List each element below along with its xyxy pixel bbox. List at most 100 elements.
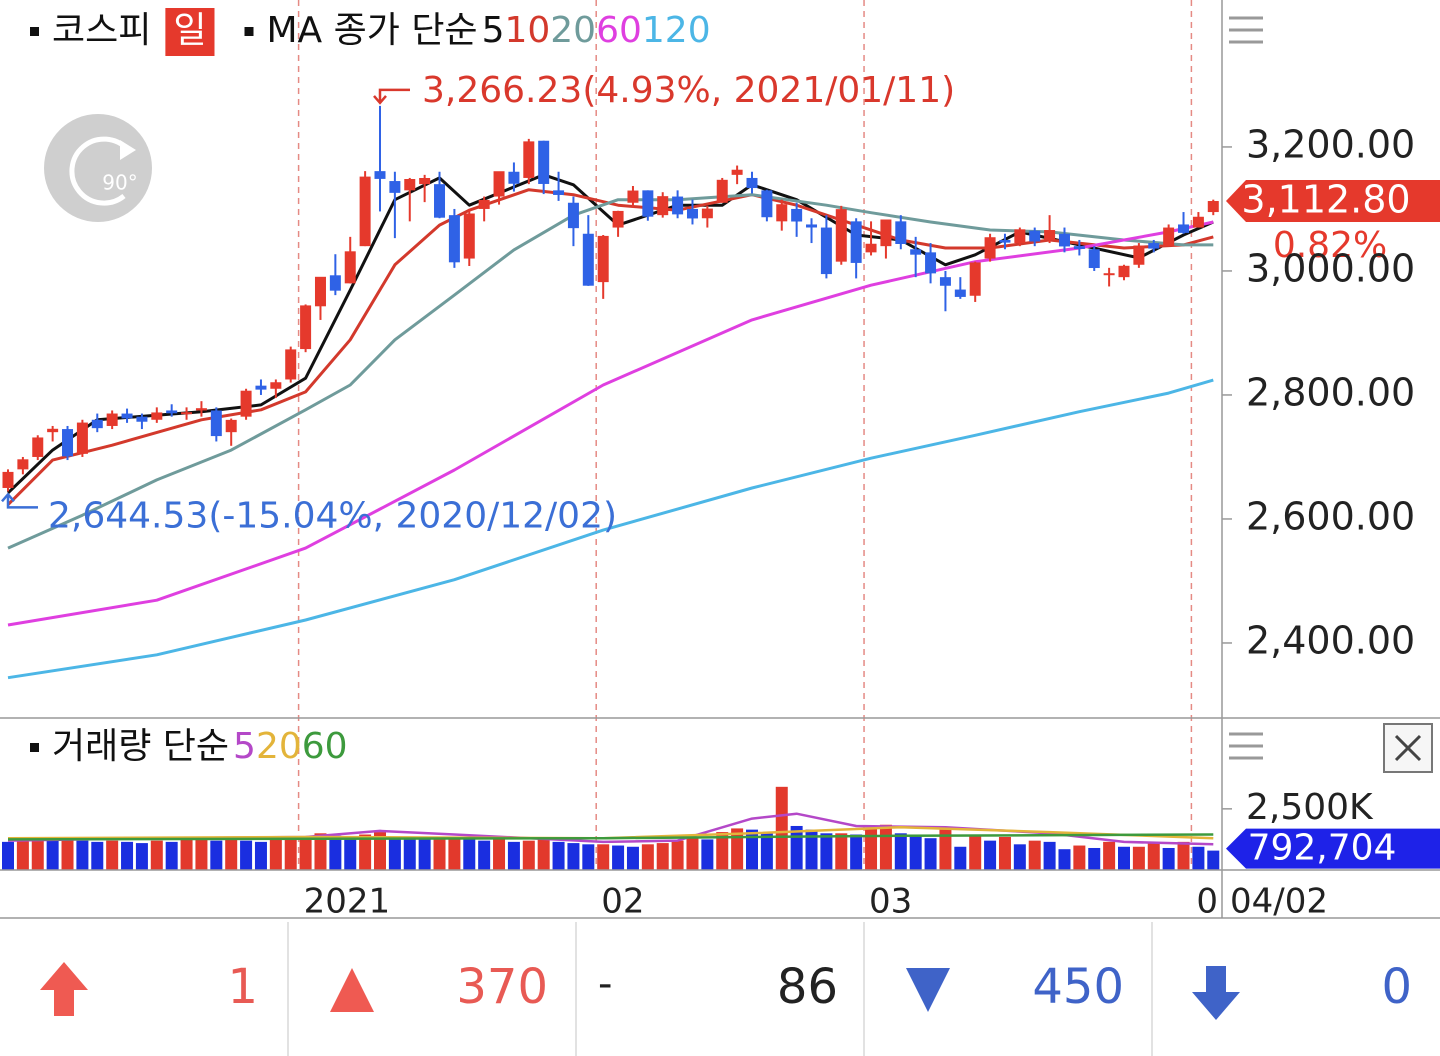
candle-body — [285, 349, 297, 380]
volume-bar — [1073, 845, 1086, 870]
candle-body — [389, 181, 401, 193]
volume-bar — [969, 835, 982, 870]
annotation-arrow — [6, 495, 38, 509]
volume-bar — [879, 824, 892, 870]
period-badge — [165, 8, 215, 56]
y-tick-label: 2,400.00 — [1246, 618, 1415, 662]
candle-body — [195, 408, 207, 411]
limit-up-icon — [40, 962, 88, 1016]
volume-bar — [463, 839, 476, 870]
candle-body — [1163, 227, 1175, 247]
legend-bullet — [30, 743, 39, 752]
volume-menu-icon[interactable] — [1229, 732, 1263, 760]
overlay: 3,266.23(4.93%, 2021/01/11) 2,644.53(-15.… — [1, 8, 1440, 869]
chart-title: 코스피 — [52, 10, 151, 51]
volume-bar — [1118, 846, 1130, 870]
volume-bar — [269, 839, 282, 870]
x-tick-label: 02 — [601, 882, 644, 922]
volume-bar — [240, 840, 253, 870]
candle-body — [1192, 216, 1204, 228]
candle-body — [1118, 265, 1130, 278]
volume-bar — [1207, 850, 1220, 870]
candle-body — [895, 221, 907, 244]
volume-bar — [731, 828, 744, 870]
candle-body — [1103, 273, 1115, 276]
candle-body — [181, 412, 193, 415]
volume-bar — [924, 838, 937, 870]
candle-body — [2, 471, 14, 488]
price-panel — [2, 105, 1219, 680]
volume-bar — [507, 841, 520, 870]
volume-bar — [552, 841, 565, 870]
candle-body — [419, 177, 431, 185]
annotation-arrowhead — [373, 95, 387, 105]
volume-bar — [359, 834, 372, 870]
candle-body — [374, 171, 386, 179]
candle-body — [939, 277, 951, 286]
ma-line — [7, 833, 1214, 841]
candle-body — [17, 459, 29, 470]
candle-body — [91, 419, 103, 429]
volume-bar — [641, 844, 654, 870]
candle-body — [359, 176, 371, 247]
volume-bar — [835, 833, 848, 870]
period-label: 일 — [173, 10, 206, 51]
month-dividers — [297, 0, 1193, 870]
candle-body — [300, 305, 312, 350]
volume-bar — [1028, 840, 1041, 870]
candle-body — [1029, 230, 1041, 242]
candle-body — [47, 428, 59, 433]
y-tick-label: 3,000.00 — [1246, 246, 1415, 290]
candle-body — [880, 219, 892, 247]
volume-bar — [1013, 844, 1026, 870]
candle-body — [478, 199, 490, 209]
candle-body — [642, 190, 654, 217]
volume-bar — [46, 840, 59, 870]
volume-bar — [374, 832, 386, 870]
candle-body — [969, 262, 981, 296]
volume-bar — [31, 838, 44, 870]
volume-bar — [671, 840, 684, 870]
volume-bar — [626, 846, 639, 870]
legend-label: 5 — [482, 10, 505, 51]
volume-bar — [850, 834, 863, 870]
x-tick-label: 2021 — [304, 882, 391, 922]
limit-up-count: 1 — [227, 959, 258, 1015]
volume-bar — [299, 836, 312, 870]
candle-body — [523, 141, 535, 178]
candle-body — [999, 239, 1011, 243]
candle-body — [463, 213, 475, 259]
current-date: 04/02 — [1230, 882, 1328, 922]
limit-down-icon — [1192, 966, 1240, 1020]
close-button[interactable] — [1383, 723, 1433, 773]
candle-body — [151, 412, 163, 420]
legend-bullet — [30, 27, 39, 36]
candle-body — [210, 410, 222, 437]
volume-bar — [537, 839, 550, 870]
candle-body — [329, 275, 341, 291]
legend-label: 10 — [504, 10, 550, 51]
candle-body — [597, 235, 609, 283]
volume-bar — [522, 840, 535, 870]
candle-body — [404, 179, 416, 191]
up-icon — [330, 968, 374, 1012]
volume-bar — [2, 841, 14, 870]
volume-bar — [91, 841, 104, 870]
candle-body — [686, 208, 698, 219]
candle-body — [225, 419, 237, 433]
last-price: 3,112.80 — [1241, 178, 1410, 222]
volume-bar — [1132, 846, 1145, 870]
volume-bar — [805, 829, 818, 870]
candle-body — [1058, 233, 1070, 247]
volume-bar — [433, 838, 446, 870]
volume-bar — [150, 840, 163, 870]
ma-line — [7, 220, 1214, 627]
volume-bar — [493, 838, 506, 870]
volume-bar — [61, 839, 74, 870]
candle-body — [1014, 229, 1026, 244]
rotate-button[interactable]: 90° — [44, 114, 152, 222]
price-menu-icon[interactable] — [1229, 16, 1263, 44]
legend-label: 60 — [302, 726, 348, 767]
